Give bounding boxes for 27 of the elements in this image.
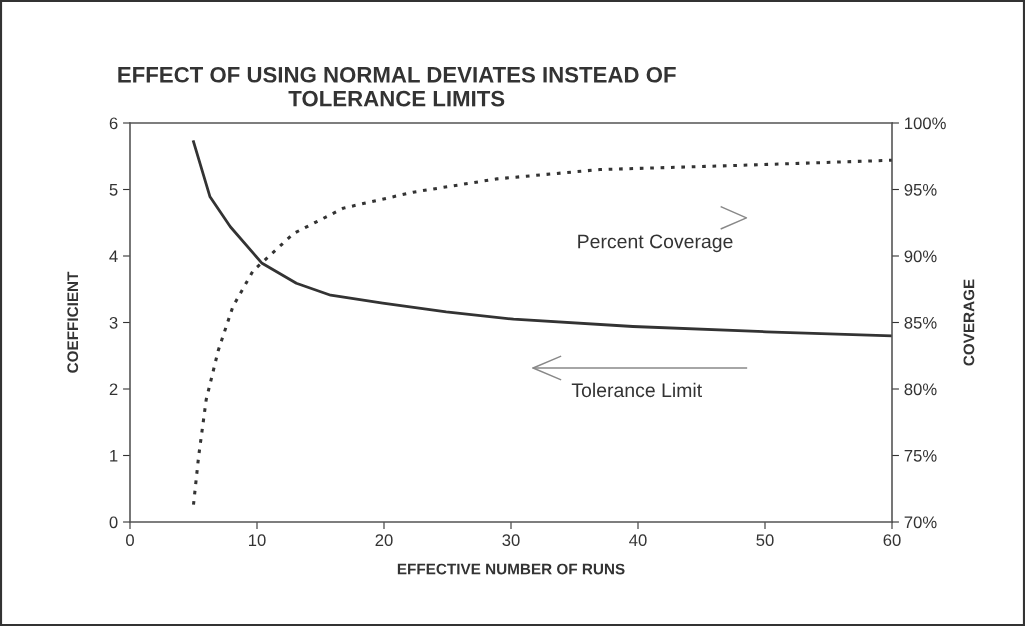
chart-title: EFFECT OF USING NORMAL DEVIATES INSTEAD OF TOLERANCE LIMITS [118,66,676,107]
y2-tick-label: 95% [904,183,937,196]
y-tick-label: 0 [109,516,118,529]
y-tick-label: 4 [109,250,118,263]
x-tick-label: 20 [375,534,393,547]
x-tick-label: 10 [249,534,266,547]
y2-tick-label: 80% [904,383,937,396]
y-axis-title: COEFFICIENT [67,271,79,373]
x-tick-label: 50 [756,534,774,547]
y-tick-label: 6 [109,117,118,130]
y2-axis-title: COVERAGE [963,279,975,366]
x-tick-label: 0 [126,534,134,547]
x-tick-label: 30 [502,534,520,547]
x-tick-label: 60 [883,534,901,547]
x-axis-title: EFFECTIVE NUMBER OF RUNS [397,563,625,575]
y2-tick-label: 70% [904,516,937,529]
y2-tick-label: 90% [904,250,937,263]
y2-tick-label: 75% [904,449,937,462]
y-tick-label: 5 [109,184,118,196]
annotation: Tolerance Limit [571,382,702,398]
y-tick-label: 3 [109,316,118,329]
y2-tick-label: 100% [905,117,946,130]
y2-tick-label: 85% [904,316,937,329]
y-tick-label: 1 [110,450,118,462]
x-tick-label: 40 [629,534,647,547]
annotation: Percent Coverage [578,234,733,253]
y-tick-label: 2 [109,383,118,396]
